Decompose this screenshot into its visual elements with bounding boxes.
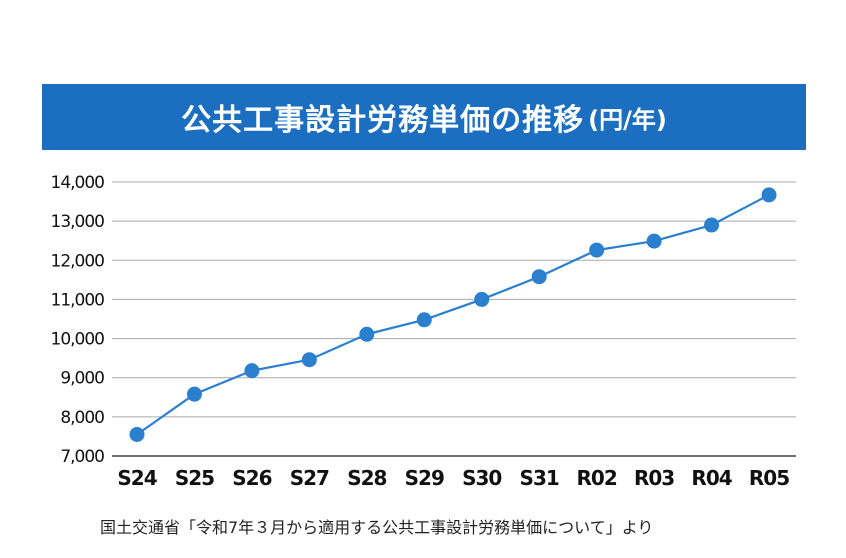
data-point [186, 386, 202, 402]
x-tick-label: R05 [749, 466, 789, 490]
x-tick-label: S26 [232, 466, 271, 490]
y-tick-label: 14,000 [51, 173, 105, 193]
x-tick-label: S29 [405, 466, 444, 490]
chart-title-bar: 公共工事設計労務単価の推移 (円/年) [42, 84, 806, 150]
y-tick-label: 12,000 [51, 251, 105, 271]
x-tick-label: S28 [347, 466, 386, 490]
series-line [136, 193, 770, 436]
y-tick-label: 11,000 [51, 290, 105, 310]
x-tick-label: S24 [117, 466, 156, 490]
data-point [761, 187, 777, 203]
x-tick-label: S25 [175, 466, 214, 490]
y-tick-label: 8,000 [60, 408, 104, 428]
data-point [646, 233, 662, 249]
data-point [531, 269, 547, 285]
x-tick-label: S31 [520, 466, 559, 490]
data-point [359, 326, 375, 342]
data-point [416, 312, 432, 328]
chart-unit-label: (円/年) [588, 105, 667, 134]
y-tick-label: 10,000 [51, 330, 105, 350]
data-point [704, 217, 720, 233]
line-chart: 7,000 8,000 9,000 10,000 11,000 12,000 13,000 1… [51, 173, 796, 490]
y-tick-label: 13,000 [51, 212, 105, 232]
data-point [244, 363, 260, 379]
x-tick-label: S27 [290, 466, 329, 490]
source-caption: 国土交通省「令和7年３月から適用する公共工事設計労務単価について」より [100, 518, 654, 537]
x-tick-label: R02 [577, 466, 617, 490]
data-point [301, 352, 317, 368]
data-point [589, 242, 605, 258]
y-tick-label: 9,000 [60, 369, 104, 389]
x-tick-label: R04 [691, 466, 731, 490]
x-tick-label: S30 [462, 466, 501, 490]
x-tick-label: R03 [634, 466, 674, 490]
y-tick-label: 7,000 [60, 447, 104, 467]
data-point [129, 426, 145, 442]
data-point [474, 291, 490, 307]
chart-title: 公共工事設計労務単価の推移 [181, 103, 585, 138]
